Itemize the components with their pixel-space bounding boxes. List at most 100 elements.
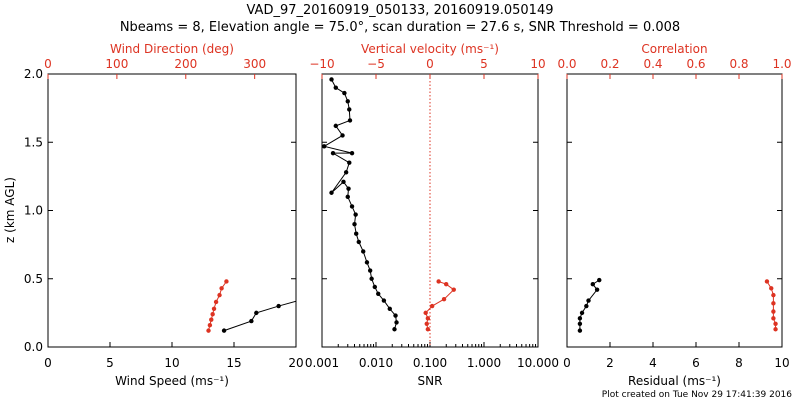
x-tick-label: 15 bbox=[226, 356, 241, 370]
top-axis-data-point bbox=[773, 327, 778, 332]
bottom-axis-data-point bbox=[342, 90, 347, 96]
top-x-tick-label: 10 bbox=[530, 57, 545, 71]
y-tick-label: 1.5 bbox=[24, 135, 43, 149]
bottom-axis-data-point bbox=[594, 287, 600, 292]
bottom-axis-data-point bbox=[372, 284, 377, 290]
top-axis-data-point bbox=[771, 316, 776, 321]
top-axis-data-point bbox=[441, 297, 447, 302]
top-x-tick-label: 0.8 bbox=[729, 57, 748, 71]
figure-title-line2: Nbeams = 8, Elevation angle = 75.0°, sca… bbox=[120, 20, 680, 35]
x-tick-label: 20 bbox=[288, 356, 303, 370]
bottom-axis-data-point bbox=[376, 291, 381, 296]
top-axis-data-point bbox=[771, 292, 776, 298]
top-axis-data-point bbox=[224, 279, 229, 284]
top-axis-data-point bbox=[764, 279, 770, 284]
bottom-axis-data-point bbox=[329, 190, 334, 195]
top-axis-data-point bbox=[773, 321, 778, 326]
top-axis-data-point bbox=[769, 286, 774, 291]
top-x-tick-label: 5 bbox=[480, 57, 488, 71]
bottom-axis-data-point bbox=[221, 328, 227, 333]
top-axis-data-point bbox=[210, 312, 215, 317]
bottom-axis-data-point bbox=[347, 160, 352, 165]
top-axis-data-point bbox=[425, 327, 431, 332]
bottom-axis-data-point bbox=[329, 77, 334, 82]
top-axis-data-point bbox=[207, 322, 213, 328]
x-tick-label: 0.100 bbox=[413, 356, 447, 370]
bottom-axis-data-point bbox=[254, 310, 259, 316]
plot-area bbox=[577, 277, 778, 333]
bottom-axis-data-point bbox=[590, 282, 595, 287]
top-axis-label: Vertical velocity (ms⁻¹) bbox=[361, 42, 499, 56]
top-axis-data-point bbox=[213, 299, 219, 305]
bottom-axis-data-point bbox=[346, 186, 351, 191]
plot-area bbox=[206, 279, 300, 333]
top-x-tick-label: 0.4 bbox=[643, 57, 662, 71]
x-tick-label: 4 bbox=[649, 356, 657, 370]
y-tick-label: 1.0 bbox=[24, 204, 43, 218]
top-x-tick-label: −10 bbox=[309, 57, 334, 71]
bottom-axis-data-point bbox=[347, 118, 353, 123]
bottom-axis-data-point bbox=[584, 303, 589, 309]
x-axis-label: SNR bbox=[418, 374, 443, 388]
bottom-axis-data-point bbox=[296, 298, 300, 302]
x-axis-label: Wind Speed (ms⁻¹) bbox=[115, 374, 229, 388]
top-axis-data-point bbox=[211, 306, 217, 311]
top-axis-data-point bbox=[451, 287, 456, 292]
bottom-axis-data-point bbox=[577, 316, 583, 321]
bottom-axis-data-point bbox=[276, 303, 281, 309]
x-tick-label: 0.001 bbox=[305, 356, 339, 370]
x-tick-label: 8 bbox=[735, 356, 743, 370]
top-axis-data-point bbox=[771, 309, 776, 314]
bottom-axis-data-point bbox=[394, 320, 399, 325]
top-x-tick-label: 100 bbox=[105, 57, 128, 71]
bottom-axis-data-point bbox=[364, 260, 370, 265]
top-axis-data-point bbox=[444, 282, 449, 287]
bottom-axis-data-point bbox=[361, 249, 366, 254]
x-tick-label: 10 bbox=[774, 356, 789, 370]
y-tick-label: 2.0 bbox=[24, 67, 43, 81]
x-tick-label: 0 bbox=[44, 356, 52, 370]
top-axis-data-point bbox=[425, 316, 431, 321]
top-axis-data-point bbox=[217, 292, 222, 298]
figure-title-line1: VAD_97_20160919_050133, 20160919.050149 bbox=[247, 3, 554, 18]
top-axis-data-point bbox=[771, 301, 776, 306]
bottom-axis-data-point bbox=[393, 313, 398, 318]
x-tick-label: 10 bbox=[164, 356, 179, 370]
plot-area bbox=[322, 77, 456, 332]
bottom-axis-data-point bbox=[392, 327, 397, 332]
top-x-tick-label: 0.6 bbox=[686, 57, 705, 71]
top-axis-data-point bbox=[219, 286, 224, 291]
top-x-tick-label: 300 bbox=[243, 57, 266, 71]
bottom-axis-data-point bbox=[367, 268, 373, 273]
bottom-axis-data-point bbox=[353, 212, 358, 217]
x-tick-label: 5 bbox=[106, 356, 114, 370]
residual-correlation-panel: 0 2 4 6 8 10 Residual (ms⁻¹) 0.0 0.2 0.4 0.6 0.8 1.0… bbox=[557, 42, 791, 388]
y-tick-label: 0.0 bbox=[24, 340, 43, 354]
x-tick-label: 1.000 bbox=[467, 356, 501, 370]
top-axis-data-point bbox=[423, 310, 428, 316]
top-axis-label: Correlation bbox=[641, 42, 707, 56]
bottom-axis-data-point bbox=[347, 107, 352, 112]
top-x-tick-label: 0 bbox=[44, 57, 52, 71]
bottom-axis-series-line bbox=[223, 300, 296, 332]
top-axis-series-line bbox=[208, 281, 227, 331]
top-x-tick-label: −5 bbox=[367, 57, 385, 71]
bottom-axis-series-line bbox=[322, 79, 398, 330]
bottom-axis-data-point bbox=[345, 194, 350, 200]
top-axis-data-point bbox=[206, 328, 211, 333]
bottom-axis-data-point bbox=[387, 306, 392, 311]
y-axis-label: z (km AGL) bbox=[3, 177, 17, 243]
bottom-axis-data-point bbox=[352, 221, 357, 227]
plot-footer: Plot created on Tue Nov 29 17:41:39 2016 bbox=[602, 390, 792, 400]
panel-frame bbox=[47, 73, 297, 348]
bottom-axis-data-point bbox=[340, 133, 345, 138]
bottom-axis-data-point bbox=[369, 276, 374, 281]
panel-frame bbox=[566, 73, 783, 348]
top-x-tick-label: 200 bbox=[174, 57, 197, 71]
bottom-axis-data-point bbox=[249, 318, 254, 324]
bottom-axis-data-point bbox=[343, 170, 349, 175]
snr-velocity-panel: 0.001 0.010 0.100 1.000 10.000 SNR −10 −5 0 5 10 Ve… bbox=[305, 42, 559, 388]
top-axis-data-point bbox=[429, 303, 435, 309]
